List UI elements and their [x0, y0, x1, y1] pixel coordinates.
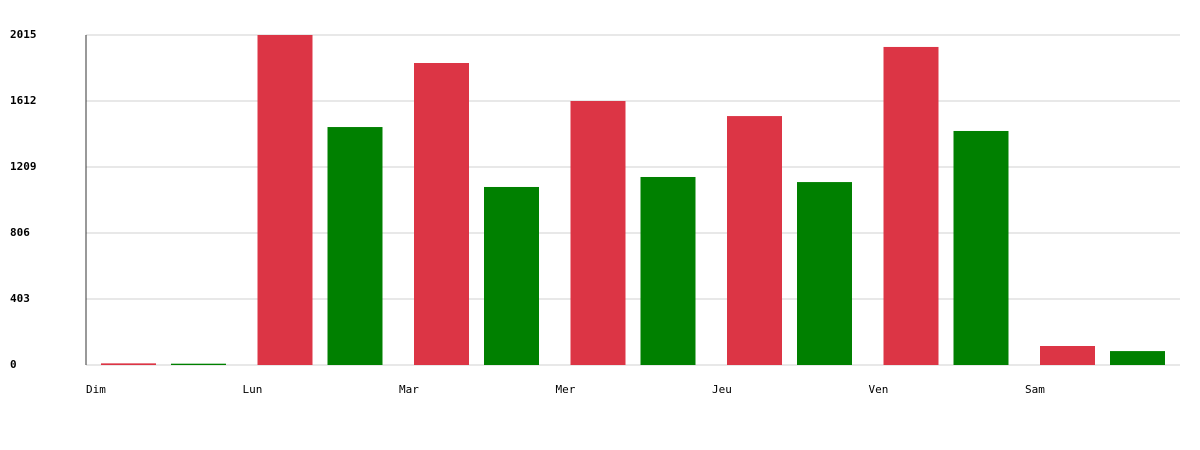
bar: [797, 182, 852, 365]
x-tick-label: Mar: [399, 383, 419, 396]
bar: [727, 116, 782, 366]
bar: [327, 127, 383, 365]
bar: [171, 363, 226, 365]
y-tick-label: 403: [10, 292, 30, 305]
x-tick-label: Dim: [86, 383, 106, 396]
bar: [101, 363, 156, 365]
y-tick-label: 0: [10, 358, 17, 371]
bar: [640, 176, 696, 365]
bar: [257, 35, 313, 365]
x-tick-label: Lun: [243, 383, 263, 396]
bar: [570, 101, 626, 365]
bar: [1110, 351, 1165, 365]
x-tick-label: Ven: [869, 383, 889, 396]
bar: [1040, 346, 1095, 365]
x-tick-label: Jeu: [712, 383, 732, 396]
bar: [414, 63, 469, 365]
bar: [484, 186, 539, 365]
bar: [883, 46, 939, 366]
y-tick-label: 1209: [10, 160, 37, 173]
y-tick-label: 2015: [10, 28, 37, 41]
x-tick-label: Sam: [1025, 383, 1045, 396]
y-tick-label: 806: [10, 226, 30, 239]
bar: [953, 130, 1009, 365]
y-tick-label: 1612: [10, 94, 37, 107]
x-tick-label: Mer: [556, 383, 576, 396]
